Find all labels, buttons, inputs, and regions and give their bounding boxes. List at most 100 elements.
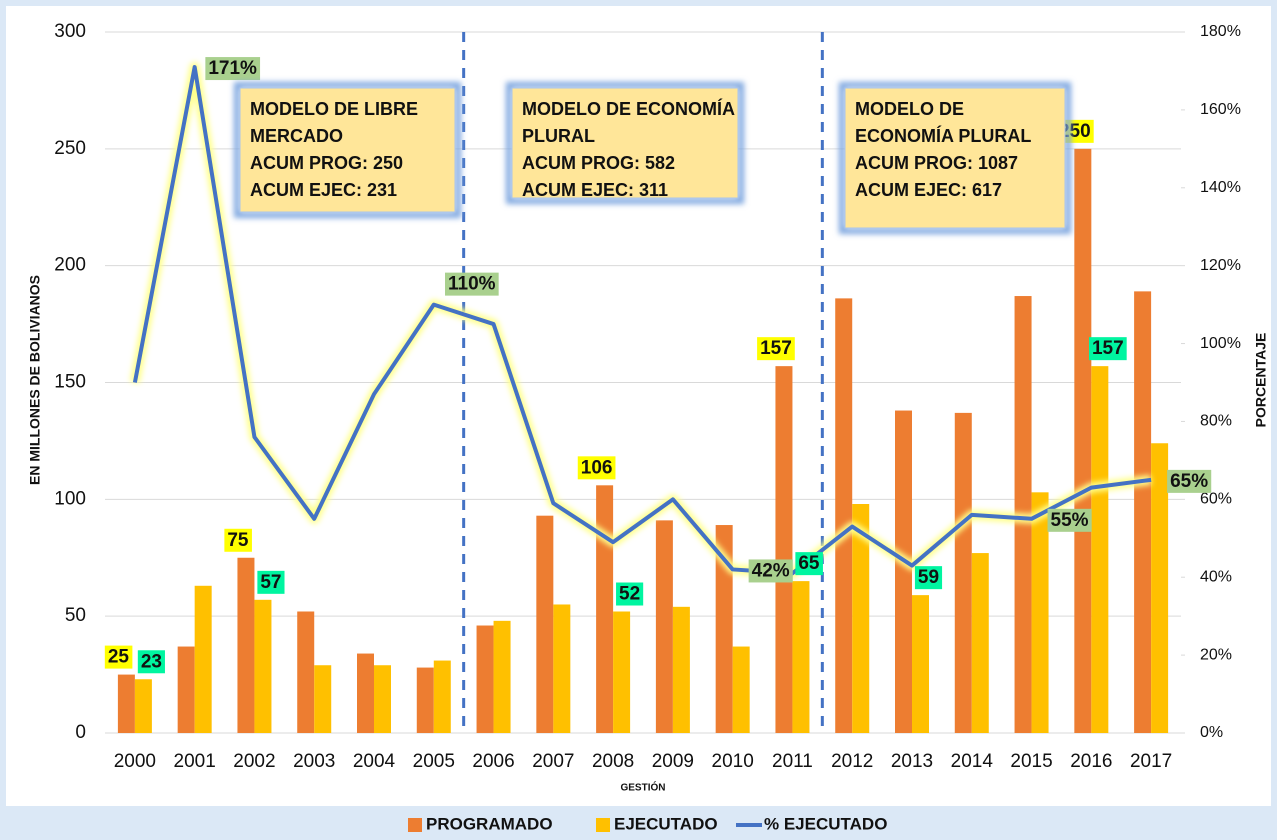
bar [596, 485, 614, 733]
annotation-glow [506, 82, 744, 204]
y2-tick-label: 20% [1200, 646, 1232, 663]
data-label-text: 59 [918, 567, 939, 588]
data-label-text: 57 [260, 572, 281, 593]
legend-swatch [596, 818, 610, 832]
annotation-glow [839, 82, 1071, 234]
data-label-text: 42% [752, 560, 790, 581]
data-label-bg [224, 528, 252, 552]
data-label-bg [748, 559, 793, 583]
y-tick-label: 250 [54, 138, 86, 159]
y2-tick-label: 40% [1200, 568, 1232, 585]
bar [1091, 366, 1109, 733]
x-tick-label: 2008 [592, 751, 634, 772]
annotation-text: ACUM EJEC: 231 [250, 180, 397, 200]
x-tick-label: 2009 [652, 751, 694, 772]
annotation-text: MODELO DE [855, 99, 964, 119]
bar [433, 660, 451, 733]
data-label-text: 157 [1092, 338, 1124, 359]
x-axis-title: GESTIÓN [620, 781, 665, 794]
y-axis-title: EN MILLONES DE BOLIVIANOS [27, 275, 43, 485]
x-tick-label: 2005 [413, 751, 455, 772]
line [132, 65, 1152, 576]
data-label-bg [795, 552, 823, 576]
bar [134, 679, 152, 733]
bar [672, 606, 690, 733]
data-label-bg [1047, 508, 1092, 532]
data-label-bg [445, 272, 499, 296]
bar [835, 298, 853, 733]
x-tick-label: 2010 [712, 751, 754, 772]
annotation-glow [234, 82, 461, 218]
data-label: 55% [1047, 508, 1092, 532]
data-label: 65% [1167, 469, 1212, 493]
bar [912, 595, 929, 733]
data-label-bg [914, 566, 943, 590]
data-label-text: 52 [619, 584, 640, 605]
bar [1151, 443, 1169, 733]
x-tick-label: 2003 [293, 751, 335, 772]
bar [732, 646, 750, 733]
y-tick-label: 0 [75, 722, 86, 743]
bar [254, 599, 272, 733]
annotation-text: ACUM PROG: 582 [522, 153, 675, 173]
y2-tick-label: 80% [1200, 413, 1232, 430]
annotation-box [844, 87, 1066, 229]
y-tick-label: 300 [54, 21, 86, 42]
data-label-text: 75 [227, 530, 249, 551]
data-label-text: 65 [798, 553, 820, 574]
x-tick-label: 2012 [831, 751, 873, 772]
legend-swatch [408, 818, 422, 832]
annotation-box [511, 87, 739, 199]
annotation-text: MODELO DE ECONOMÍA [522, 98, 735, 119]
bar [536, 515, 554, 733]
data-label-text: 65% [1170, 471, 1208, 492]
bar [177, 646, 195, 733]
y-tick-label: 200 [54, 255, 86, 276]
legend-label: EJECUTADO [614, 814, 718, 833]
data-label-bg [137, 650, 165, 674]
data-label-bg [1088, 337, 1127, 361]
data-label: 171% [205, 57, 261, 81]
data-label: 57 [257, 570, 285, 594]
x-tick-label: 2014 [951, 751, 994, 772]
annotation-text: MERCADO [250, 126, 343, 146]
legend-label: PROGRAMADO [426, 814, 553, 833]
bar [954, 412, 972, 733]
bar [297, 611, 315, 733]
bar [237, 557, 255, 733]
bar [194, 585, 212, 733]
bar [715, 525, 733, 733]
y2-tick-label: 180% [1200, 23, 1241, 40]
data-label: 59 [914, 566, 943, 590]
data-label-text: 23 [141, 651, 162, 672]
bar [1074, 148, 1092, 734]
y2-axis-title: PORCENTAJE [1253, 333, 1269, 428]
data-label-bg [104, 645, 133, 669]
data-label-bg [1167, 469, 1212, 493]
annotation-text: ACUM EJEC: 311 [522, 180, 668, 200]
data-label-bg [757, 337, 795, 361]
data-label: 157 [757, 337, 795, 361]
bar [416, 667, 434, 733]
y2-tick-label: 160% [1200, 101, 1241, 118]
bar [493, 620, 511, 733]
bar [852, 504, 870, 733]
legend-label: % EJECUTADO [764, 814, 887, 833]
data-label: 110% [445, 272, 499, 296]
data-label-text: 55% [1051, 510, 1089, 531]
bar [655, 520, 673, 733]
annotation-text: PLURAL [522, 126, 595, 146]
data-label: 106 [577, 456, 616, 480]
data-label-bg [616, 582, 644, 606]
bar [895, 410, 912, 733]
annotation-box [239, 87, 456, 213]
x-tick-label: 2017 [1130, 751, 1172, 772]
x-tick-label: 2000 [114, 751, 156, 772]
bar [374, 665, 391, 733]
bar [775, 366, 793, 733]
x-tick-label: 2006 [472, 751, 514, 772]
data-label: 75 [224, 528, 252, 552]
annotation-text: MODELO DE LIBRE [250, 99, 418, 119]
y-tick-label: 100 [54, 488, 86, 509]
